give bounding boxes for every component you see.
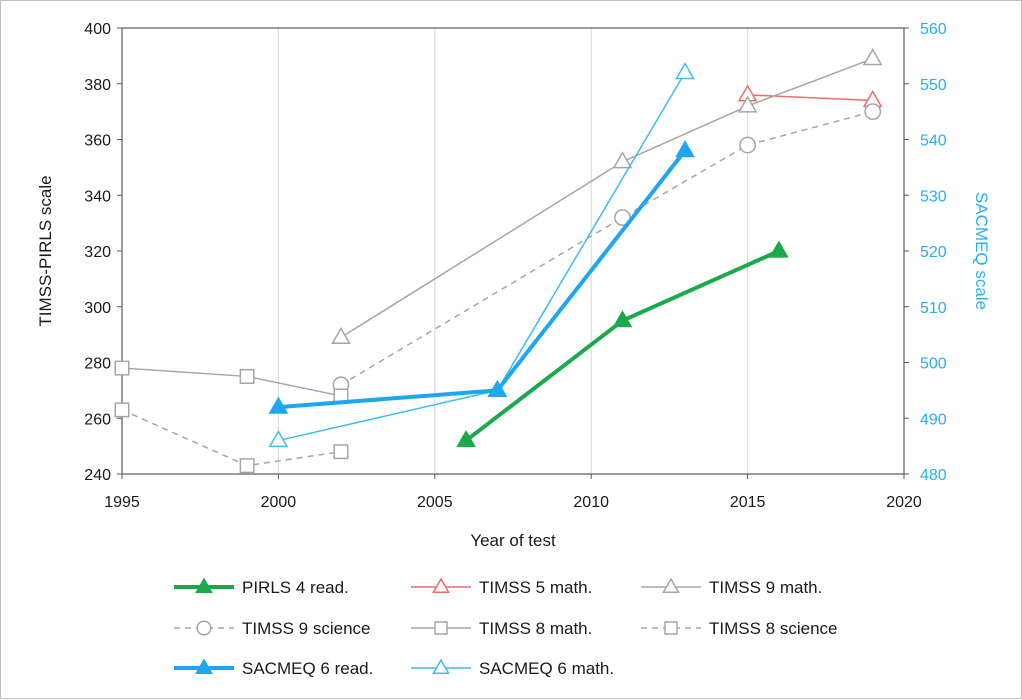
data-point-marker bbox=[612, 151, 633, 169]
data-point-marker bbox=[675, 62, 695, 80]
legend-label: TIMSS 8 science bbox=[709, 619, 838, 638]
x-tick-label: 2015 bbox=[730, 494, 766, 511]
y-tick-label: 360 bbox=[84, 133, 111, 150]
y2-tick-label: 560 bbox=[920, 21, 947, 38]
y-tick-label: 260 bbox=[84, 411, 111, 428]
series-line-2 bbox=[340, 57, 873, 339]
legend-label: TIMSS 5 math. bbox=[479, 578, 592, 597]
y-tick-label: 320 bbox=[84, 244, 111, 261]
y-tick-label: 280 bbox=[84, 356, 111, 373]
y-tick-label: 300 bbox=[84, 300, 111, 317]
x-tick-label: 2000 bbox=[261, 494, 297, 511]
x-tick-label: 1995 bbox=[104, 494, 140, 511]
series-line-5 bbox=[121, 409, 342, 467]
series-line-1 bbox=[747, 94, 873, 102]
data-point-marker bbox=[114, 360, 130, 376]
legend-marker bbox=[662, 577, 680, 593]
legend-label: TIMSS 9 science bbox=[242, 619, 371, 638]
x-tick-label: 2020 bbox=[886, 494, 922, 511]
data-point-marker bbox=[487, 379, 508, 397]
legend-label: TIMSS 8 math. bbox=[479, 619, 592, 638]
data-point-marker bbox=[864, 103, 882, 121]
data-point-marker bbox=[862, 48, 883, 66]
series-line-4 bbox=[121, 367, 342, 397]
data-point-marker bbox=[239, 458, 255, 474]
x-tick-label: 2005 bbox=[417, 494, 453, 511]
legend-label: SACMEQ 6 read. bbox=[242, 659, 373, 678]
data-point-marker bbox=[333, 444, 349, 460]
x-tick-label: 2010 bbox=[573, 494, 609, 511]
series-line-6 bbox=[278, 149, 687, 410]
data-point-marker bbox=[769, 240, 789, 258]
y-tick-label: 240 bbox=[84, 467, 111, 484]
legend-label: SACMEQ 6 math. bbox=[479, 659, 614, 678]
legend-marker bbox=[432, 577, 450, 593]
y2-tick-label: 500 bbox=[920, 356, 947, 373]
legend-label: TIMSS 9 math. bbox=[709, 578, 822, 597]
series-line-3 bbox=[340, 110, 873, 386]
data-point-marker bbox=[456, 430, 476, 448]
x-axis-title: Year of test bbox=[470, 531, 556, 550]
data-point-marker bbox=[268, 430, 289, 448]
series-line-0 bbox=[464, 249, 780, 443]
legend-label: PIRLS 4 read. bbox=[242, 578, 349, 597]
y2-tick-label: 530 bbox=[920, 188, 947, 205]
y2-tick-label: 520 bbox=[920, 244, 947, 261]
data-point-marker bbox=[331, 326, 351, 345]
data-point-marker bbox=[675, 140, 695, 158]
y2-tick-label: 490 bbox=[920, 411, 947, 428]
y-tick-label: 380 bbox=[84, 77, 111, 94]
data-point-marker bbox=[612, 310, 633, 328]
y2-tick-label: 510 bbox=[920, 300, 947, 317]
data-point-marker bbox=[239, 368, 255, 384]
data-point-marker bbox=[114, 402, 130, 418]
y2-tick-label: 480 bbox=[920, 467, 947, 484]
legend-marker bbox=[195, 577, 213, 593]
y2-tick-label: 550 bbox=[920, 77, 947, 94]
y2-tick-label: 540 bbox=[920, 133, 947, 150]
legend-marker bbox=[664, 621, 678, 635]
y2-axis-title: SACMEQ scale bbox=[972, 192, 991, 310]
legend-marker bbox=[434, 621, 448, 635]
data-point-marker bbox=[737, 95, 758, 113]
y-axis-title: TIMSS-PIRLS scale bbox=[36, 175, 55, 326]
legend-marker bbox=[432, 658, 450, 674]
legend-marker bbox=[195, 658, 213, 674]
data-point-marker bbox=[739, 136, 756, 154]
y-tick-label: 340 bbox=[84, 188, 111, 205]
data-point-marker bbox=[268, 396, 289, 414]
legend-marker bbox=[196, 620, 212, 636]
y-tick-label: 400 bbox=[84, 21, 111, 38]
